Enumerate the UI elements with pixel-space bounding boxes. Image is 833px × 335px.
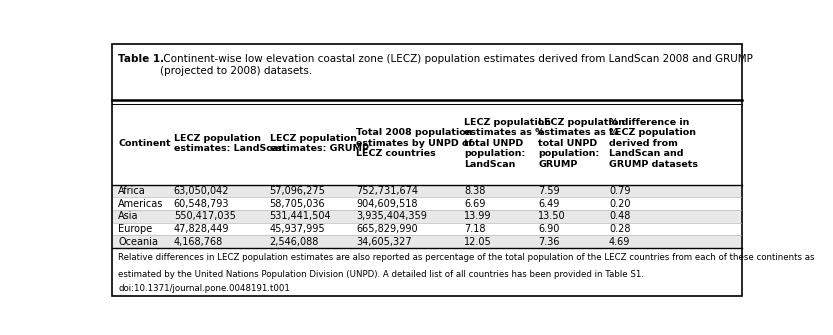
Text: estimated by the United Nations Population Division (UNPD). A detailed list of a: estimated by the United Nations Populati… xyxy=(118,270,645,279)
Text: 34,605,327: 34,605,327 xyxy=(356,237,412,247)
Bar xyxy=(113,185,741,197)
Text: 665,829,990: 665,829,990 xyxy=(356,224,417,234)
Text: Asia: Asia xyxy=(118,211,139,221)
Text: LECZ population
estimates as %
total UNPD
population:
LandScan: LECZ population estimates as % total UNP… xyxy=(464,118,551,169)
Text: 45,937,995: 45,937,995 xyxy=(270,224,325,234)
Text: 13.50: 13.50 xyxy=(538,211,566,221)
Text: 6.90: 6.90 xyxy=(538,224,560,234)
Text: 13.99: 13.99 xyxy=(464,211,491,221)
Text: Africa: Africa xyxy=(118,186,146,196)
Text: 7.36: 7.36 xyxy=(538,237,560,247)
Text: Table 1.: Table 1. xyxy=(118,54,164,64)
Text: Americas: Americas xyxy=(118,199,164,209)
Text: doi:10.1371/journal.pone.0048191.t001: doi:10.1371/journal.pone.0048191.t001 xyxy=(118,284,290,293)
Text: 0.48: 0.48 xyxy=(609,211,631,221)
Text: 63,050,042: 63,050,042 xyxy=(174,186,229,196)
Text: 2,546,088: 2,546,088 xyxy=(270,237,319,247)
Text: 0.79: 0.79 xyxy=(609,186,631,196)
Text: Oceania: Oceania xyxy=(118,237,158,247)
Text: 550,417,035: 550,417,035 xyxy=(174,211,236,221)
Text: 752,731,674: 752,731,674 xyxy=(356,186,418,196)
Text: 12.05: 12.05 xyxy=(464,237,491,247)
Text: LECZ population
estimates: GRUMP: LECZ population estimates: GRUMP xyxy=(270,134,368,153)
Text: Total 2008 population
estimates by UNPD of
LECZ countries: Total 2008 population estimates by UNPD … xyxy=(356,129,472,158)
Text: Continent-wise low elevation coastal zone (LECZ) population estimates derived fr: Continent-wise low elevation coastal zon… xyxy=(160,54,753,76)
Text: 6.69: 6.69 xyxy=(464,199,486,209)
Text: 531,441,504: 531,441,504 xyxy=(270,211,332,221)
Text: % difference in
LECZ population
derived from
LandScan and
GRUMP datasets: % difference in LECZ population derived … xyxy=(609,118,698,169)
Bar xyxy=(113,210,741,222)
Text: LECZ population
estimates: LandScan: LECZ population estimates: LandScan xyxy=(174,134,285,153)
Bar xyxy=(113,235,741,248)
Text: 4,168,768: 4,168,768 xyxy=(174,237,223,247)
Text: 0.20: 0.20 xyxy=(609,199,631,209)
Text: Europe: Europe xyxy=(118,224,152,234)
Text: Continent: Continent xyxy=(118,139,171,148)
Text: 47,828,449: 47,828,449 xyxy=(174,224,229,234)
Text: 8.38: 8.38 xyxy=(464,186,486,196)
Text: 7.59: 7.59 xyxy=(538,186,560,196)
Text: Relative differences in LECZ population estimates are also reported as percentag: Relative differences in LECZ population … xyxy=(118,253,815,262)
Text: 58,705,036: 58,705,036 xyxy=(270,199,325,209)
Text: 7.18: 7.18 xyxy=(464,224,486,234)
Text: 904,609,518: 904,609,518 xyxy=(356,199,417,209)
Text: 6.49: 6.49 xyxy=(538,199,560,209)
Text: 57,096,275: 57,096,275 xyxy=(270,186,326,196)
Text: 60,548,793: 60,548,793 xyxy=(174,199,229,209)
Text: LECZ population
estimates as %
total UNPD
population:
GRUMP: LECZ population estimates as % total UNP… xyxy=(538,118,625,169)
Text: 3,935,404,359: 3,935,404,359 xyxy=(356,211,426,221)
Text: 0.28: 0.28 xyxy=(609,224,631,234)
Text: 4.69: 4.69 xyxy=(609,237,631,247)
